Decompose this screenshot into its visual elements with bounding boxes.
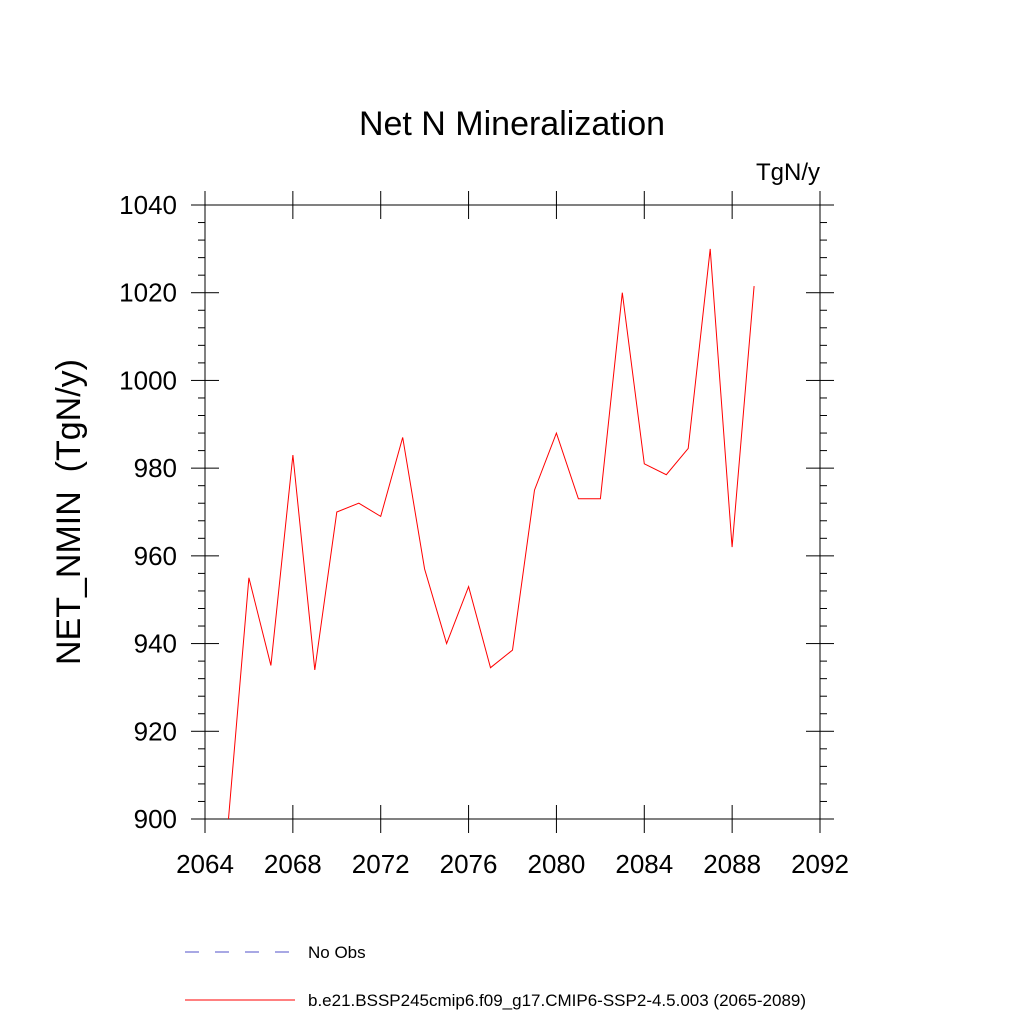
series-line bbox=[227, 249, 754, 837]
y-tick-label: 980 bbox=[134, 453, 177, 483]
legend-label: No Obs bbox=[308, 943, 366, 962]
chart-title: Net N Mineralization bbox=[359, 105, 665, 143]
plot-layer: 2064 2068 2072 2076 2080 2084 2088 2092 900 920 94… bbox=[119, 190, 849, 879]
units-label: TgN/y bbox=[756, 159, 820, 186]
x-tick-label: 2076 bbox=[440, 849, 498, 879]
x-tick-label: 2092 bbox=[791, 849, 849, 879]
y-tick-label: 940 bbox=[134, 629, 177, 659]
legend: No Obs b.e21.BSSP245cmip6.f09_g17.CMIP6-S… bbox=[185, 943, 806, 1010]
x-tick-label: 2084 bbox=[615, 849, 673, 879]
y-tick-label: 1000 bbox=[119, 365, 177, 395]
y-tick-label: 1040 bbox=[119, 190, 177, 220]
y-tick-label: 1020 bbox=[119, 278, 177, 308]
y-axis-label: NET_NMIN (TgN/y) bbox=[50, 359, 88, 665]
y-tick-label: 960 bbox=[134, 541, 177, 571]
x-tick-label: 2088 bbox=[703, 849, 761, 879]
y-tick-label: 920 bbox=[134, 716, 177, 746]
x-tick-label: 2080 bbox=[528, 849, 586, 879]
y-tick-label: 900 bbox=[134, 804, 177, 834]
x-tick-label: 2072 bbox=[352, 849, 410, 879]
plot-frame bbox=[205, 205, 820, 819]
legend-label: b.e21.BSSP245cmip6.f09_g17.CMIP6-SSP2-4.… bbox=[308, 991, 806, 1010]
x-tick-label: 2064 bbox=[176, 849, 234, 879]
x-tick-label: 2068 bbox=[264, 849, 322, 879]
